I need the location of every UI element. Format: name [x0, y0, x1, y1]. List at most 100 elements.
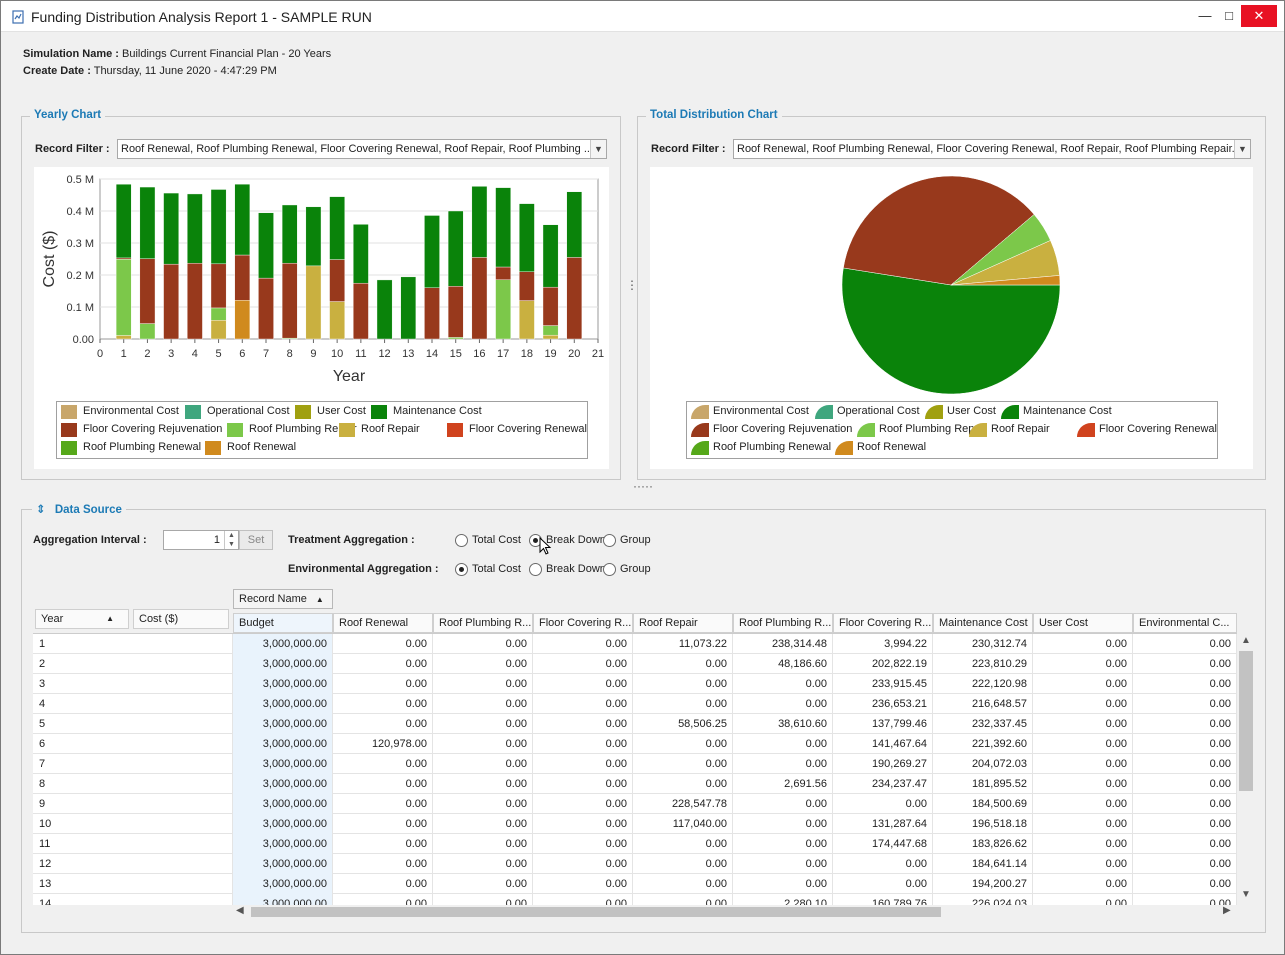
value-cell[interactable]: 0.00 — [333, 634, 433, 654]
value-cell[interactable]: 181,895.52 — [933, 774, 1033, 794]
column-header[interactable]: Floor Covering R... — [533, 613, 633, 633]
column-header[interactable]: Roof Repair — [633, 613, 733, 633]
value-cell[interactable]: 3,000,000.00 — [233, 694, 333, 714]
value-cell[interactable]: 0.00 — [533, 794, 633, 814]
set-button[interactable]: Set — [239, 530, 273, 550]
total-record-filter[interactable]: Roof Renewal, Roof Plumbing Renewal, Flo… — [733, 139, 1251, 159]
scroll-up-icon[interactable]: ▲ — [1241, 635, 1251, 646]
value-cell[interactable]: 223,810.29 — [933, 654, 1033, 674]
value-cell[interactable]: 0.00 — [533, 734, 633, 754]
value-cell[interactable]: 0.00 — [1033, 634, 1133, 654]
value-cell[interactable]: 0.00 — [533, 634, 633, 654]
value-cell[interactable]: 38,610.60 — [733, 714, 833, 734]
value-cell[interactable]: 230,312.74 — [933, 634, 1033, 654]
value-cell[interactable]: 202,822.19 — [833, 654, 933, 674]
radio-circle-icon[interactable] — [455, 534, 468, 547]
value-cell[interactable]: 0.00 — [633, 874, 733, 894]
value-cell[interactable]: 0.00 — [1133, 794, 1237, 814]
table-row[interactable]: 6 3,000,000.00 120,978.00 0.00 0.00 0.00 0.00 1… — [33, 734, 1237, 754]
value-cell[interactable]: 0.00 — [833, 794, 933, 814]
year-cell[interactable]: 5 — [33, 714, 233, 734]
table-row[interactable]: 1 3,000,000.00 0.00 0.00 0.00 11,073.22 238,31… — [33, 634, 1237, 654]
value-cell[interactable]: 0.00 — [733, 754, 833, 774]
value-cell[interactable]: 0.00 — [633, 654, 733, 674]
value-cell[interactable]: 0.00 — [333, 874, 433, 894]
value-cell[interactable]: 58,506.25 — [633, 714, 733, 734]
value-cell[interactable]: 184,500.69 — [933, 794, 1033, 814]
value-cell[interactable]: 0.00 — [1133, 634, 1237, 654]
value-cell[interactable]: 0.00 — [1033, 654, 1133, 674]
value-cell[interactable]: 3,000,000.00 — [233, 834, 333, 854]
value-cell[interactable]: 3,000,000.00 — [233, 894, 333, 905]
value-cell[interactable]: 0.00 — [633, 774, 733, 794]
year-cell[interactable]: 7 — [33, 754, 233, 774]
value-cell[interactable]: 0.00 — [533, 814, 633, 834]
value-cell[interactable]: 48,186.60 — [733, 654, 833, 674]
value-cell[interactable]: 0.00 — [733, 694, 833, 714]
table-row[interactable]: 9 3,000,000.00 0.00 0.00 0.00 228,547.78 0.00 0… — [33, 794, 1237, 814]
value-cell[interactable]: 194,200.27 — [933, 874, 1033, 894]
value-cell[interactable]: 234,237.47 — [833, 774, 933, 794]
table-row[interactable]: 5 3,000,000.00 0.00 0.00 0.00 58,506.25 38,610… — [33, 714, 1237, 734]
value-cell[interactable]: 184,641.14 — [933, 854, 1033, 874]
value-cell[interactable]: 0.00 — [533, 674, 633, 694]
year-cell[interactable]: 8 — [33, 774, 233, 794]
column-header[interactable]: Roof Plumbing R... — [733, 613, 833, 633]
value-cell[interactable]: 0.00 — [1033, 734, 1133, 754]
column-header[interactable]: Roof Plumbing R... — [433, 613, 533, 633]
value-cell[interactable]: 216,648.57 — [933, 694, 1033, 714]
value-cell[interactable]: 0.00 — [433, 854, 533, 874]
value-cell[interactable]: 0.00 — [533, 754, 633, 774]
vertical-splitter[interactable]: ⋮ — [626, 278, 638, 292]
value-cell[interactable]: 0.00 — [433, 834, 533, 854]
value-cell[interactable]: 0.00 — [733, 814, 833, 834]
chevron-down-icon[interactable]: ▼ — [590, 140, 606, 158]
value-cell[interactable]: 0.00 — [333, 854, 433, 874]
value-cell[interactable]: 0.00 — [433, 634, 533, 654]
value-cell[interactable]: 0.00 — [1133, 674, 1237, 694]
value-cell[interactable]: 0.00 — [433, 694, 533, 714]
year-cell[interactable]: 6 — [33, 734, 233, 754]
value-cell[interactable]: 0.00 — [733, 674, 833, 694]
value-cell[interactable]: 0.00 — [333, 754, 433, 774]
agg-interval-spinner[interactable]: 1 ▲ ▼ — [163, 530, 239, 550]
value-cell[interactable]: 3,000,000.00 — [233, 674, 333, 694]
value-cell[interactable]: 238,314.48 — [733, 634, 833, 654]
table-row[interactable]: 2 3,000,000.00 0.00 0.00 0.00 0.00 48,186.60 20… — [33, 654, 1237, 674]
value-cell[interactable]: 0.00 — [1033, 714, 1133, 734]
table-row[interactable]: 11 3,000,000.00 0.00 0.00 0.00 0.00 0.00 174,44… — [33, 834, 1237, 854]
value-cell[interactable]: 0.00 — [333, 714, 433, 734]
value-cell[interactable]: 0.00 — [1133, 774, 1237, 794]
scroll-right-icon[interactable]: ▶ — [1223, 905, 1231, 916]
value-cell[interactable]: 117,040.00 — [633, 814, 733, 834]
value-cell[interactable]: 0.00 — [1033, 754, 1133, 774]
year-cell[interactable]: 11 — [33, 834, 233, 854]
value-cell[interactable]: 0.00 — [333, 894, 433, 905]
year-cell[interactable]: 1 — [33, 634, 233, 654]
value-cell[interactable]: 0.00 — [333, 814, 433, 834]
value-cell[interactable]: 0.00 — [533, 694, 633, 714]
value-cell[interactable]: 0.00 — [733, 734, 833, 754]
value-cell[interactable]: 233,915.45 — [833, 674, 933, 694]
value-cell[interactable]: 3,000,000.00 — [233, 774, 333, 794]
value-cell[interactable]: 0.00 — [433, 714, 533, 734]
year-cell[interactable]: 2 — [33, 654, 233, 674]
value-cell[interactable]: 0.00 — [533, 834, 633, 854]
close-button[interactable]: ✕ — [1241, 5, 1277, 27]
value-cell[interactable]: 221,392.60 — [933, 734, 1033, 754]
value-cell[interactable]: 160,789.76 — [833, 894, 933, 905]
value-cell[interactable]: 0.00 — [1033, 814, 1133, 834]
value-cell[interactable]: 137,799.46 — [833, 714, 933, 734]
column-header[interactable]: Maintenance Cost — [933, 613, 1033, 633]
value-cell[interactable]: 226,024.03 — [933, 894, 1033, 905]
value-cell[interactable]: 0.00 — [433, 734, 533, 754]
value-cell[interactable]: 0.00 — [633, 754, 733, 774]
value-cell[interactable]: 3,000,000.00 — [233, 734, 333, 754]
value-cell[interactable]: 0.00 — [1133, 894, 1237, 905]
header-year[interactable]: Year ▲ — [35, 609, 129, 629]
value-cell[interactable]: 0.00 — [633, 854, 733, 874]
column-header[interactable]: Budget — [233, 613, 333, 633]
value-cell[interactable]: 0.00 — [733, 794, 833, 814]
value-cell[interactable]: 0.00 — [533, 654, 633, 674]
value-cell[interactable]: 0.00 — [333, 834, 433, 854]
